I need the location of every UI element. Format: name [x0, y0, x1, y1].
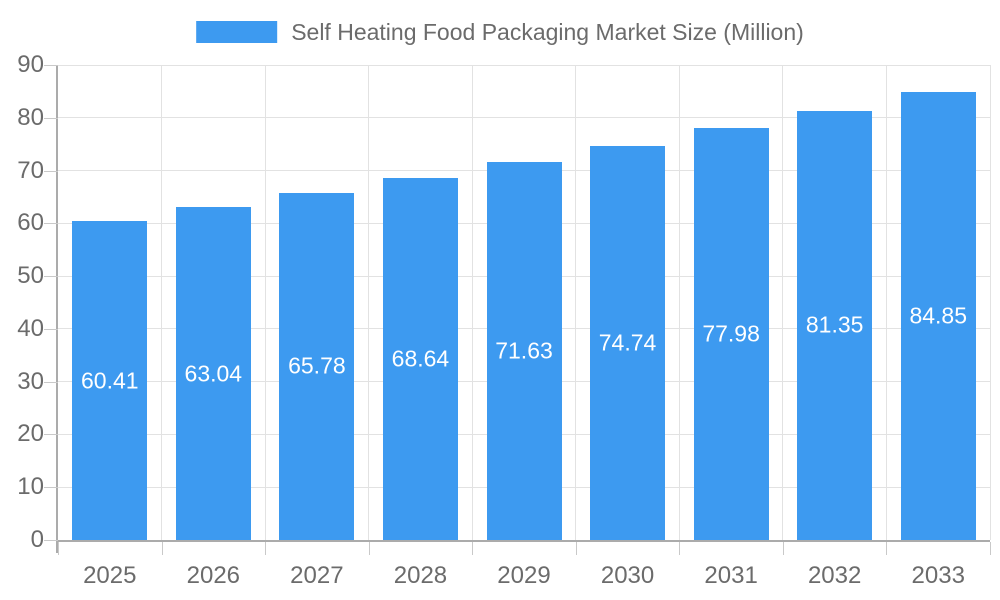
x-tick: [265, 542, 267, 555]
bar-value-label: 65.78: [288, 352, 346, 379]
plot-area: 60.41 63.04 65.78 68.64 71.63 74.74 77.98 81.35…: [58, 64, 991, 540]
y-tick: [44, 117, 58, 119]
x-tick: [782, 542, 784, 555]
x-gridline: [264, 65, 266, 540]
y-tick: [44, 487, 58, 489]
x-gridline: [885, 65, 887, 540]
x-tick: [679, 542, 681, 555]
bar-2029: 71.63: [486, 161, 562, 540]
y-tick-label: 30: [17, 367, 44, 395]
legend[interactable]: Self Heating Food Packaging Market Size …: [196, 19, 804, 45]
x-gridline: [782, 65, 784, 540]
bar-value-label: 84.85: [909, 302, 967, 329]
bar-2033: 84.85: [900, 92, 976, 540]
y-tick-label: 90: [17, 51, 44, 78]
y-tick-label: 40: [17, 314, 44, 342]
x-tick: [886, 542, 888, 555]
x-axis-labels: 2025 2026 2027 2028 2029 2030 2031 2032 2033: [58, 562, 990, 592]
x-tick: [575, 542, 577, 555]
legend-swatch: [196, 21, 278, 43]
x-gridline: [678, 65, 680, 540]
y-tick: [44, 65, 58, 66]
x-tick-label: 2032: [807, 562, 862, 589]
y-tick-label: 50: [17, 262, 44, 290]
bar-value-label: 63.04: [184, 360, 243, 387]
x-tick-label: 2025: [83, 562, 137, 589]
bar-2032: 81.35: [797, 110, 873, 540]
y-tick: [44, 170, 58, 172]
x-gridline: [575, 65, 577, 540]
bar-value-label: 77.98: [702, 320, 760, 347]
y-tick: [44, 276, 58, 278]
y-axis-line: [56, 65, 58, 553]
y-tick: [44, 434, 58, 436]
bar-2030: 74.74: [590, 145, 666, 540]
x-axis-line: [56, 540, 990, 542]
bar-value-label: 60.41: [80, 367, 139, 394]
bar-value-label: 68.64: [391, 345, 450, 372]
x-tick-label: 2030: [600, 562, 655, 589]
x-gridline: [471, 65, 473, 540]
x-gridline: [368, 65, 370, 540]
y-gridline: [58, 64, 990, 66]
bar-2028: 68.64: [382, 177, 458, 540]
chart-title: Self Heating Food Packaging Market Size …: [291, 19, 804, 45]
bar-value-label: 74.74: [598, 329, 657, 356]
x-tick-label: 2033: [911, 562, 965, 589]
x-tick: [161, 542, 163, 555]
y-gridline: [58, 117, 990, 119]
y-tick-label: 0: [30, 526, 44, 553]
y-axis-labels: 0 10 20 30 40 50 60 70 80 90: [0, 51, 44, 553]
x-tick: [58, 542, 59, 555]
y-tick-label: 10: [17, 473, 44, 501]
y-tick-label: 80: [17, 103, 44, 131]
x-tick: [368, 542, 370, 555]
bar-2031: 77.98: [693, 128, 769, 540]
x-tick-label: 2031: [704, 562, 758, 589]
x-tick-label: 2026: [186, 562, 241, 589]
x-tick-label: 2029: [497, 562, 551, 589]
bar-2026: 63.04: [175, 207, 251, 540]
bar-2025: 60.41: [72, 221, 148, 540]
x-gridline: [161, 65, 163, 540]
y-tick: [44, 381, 58, 383]
x-gridline: [989, 65, 991, 540]
x-tick-label: 2027: [290, 562, 344, 589]
x-tick: [990, 542, 991, 555]
bar-value-label: 81.35: [805, 311, 864, 338]
y-tick: [44, 540, 58, 541]
y-tick-label: 60: [17, 209, 44, 237]
y-tick-label: 70: [17, 156, 44, 184]
y-tick: [44, 328, 58, 330]
bar-value-label: 71.63: [495, 337, 553, 364]
y-tick-label: 20: [17, 420, 44, 448]
x-tick: [472, 542, 474, 555]
y-tick: [44, 223, 58, 225]
x-tick-label: 2028: [393, 562, 448, 589]
bar-2027: 65.78: [279, 192, 355, 540]
